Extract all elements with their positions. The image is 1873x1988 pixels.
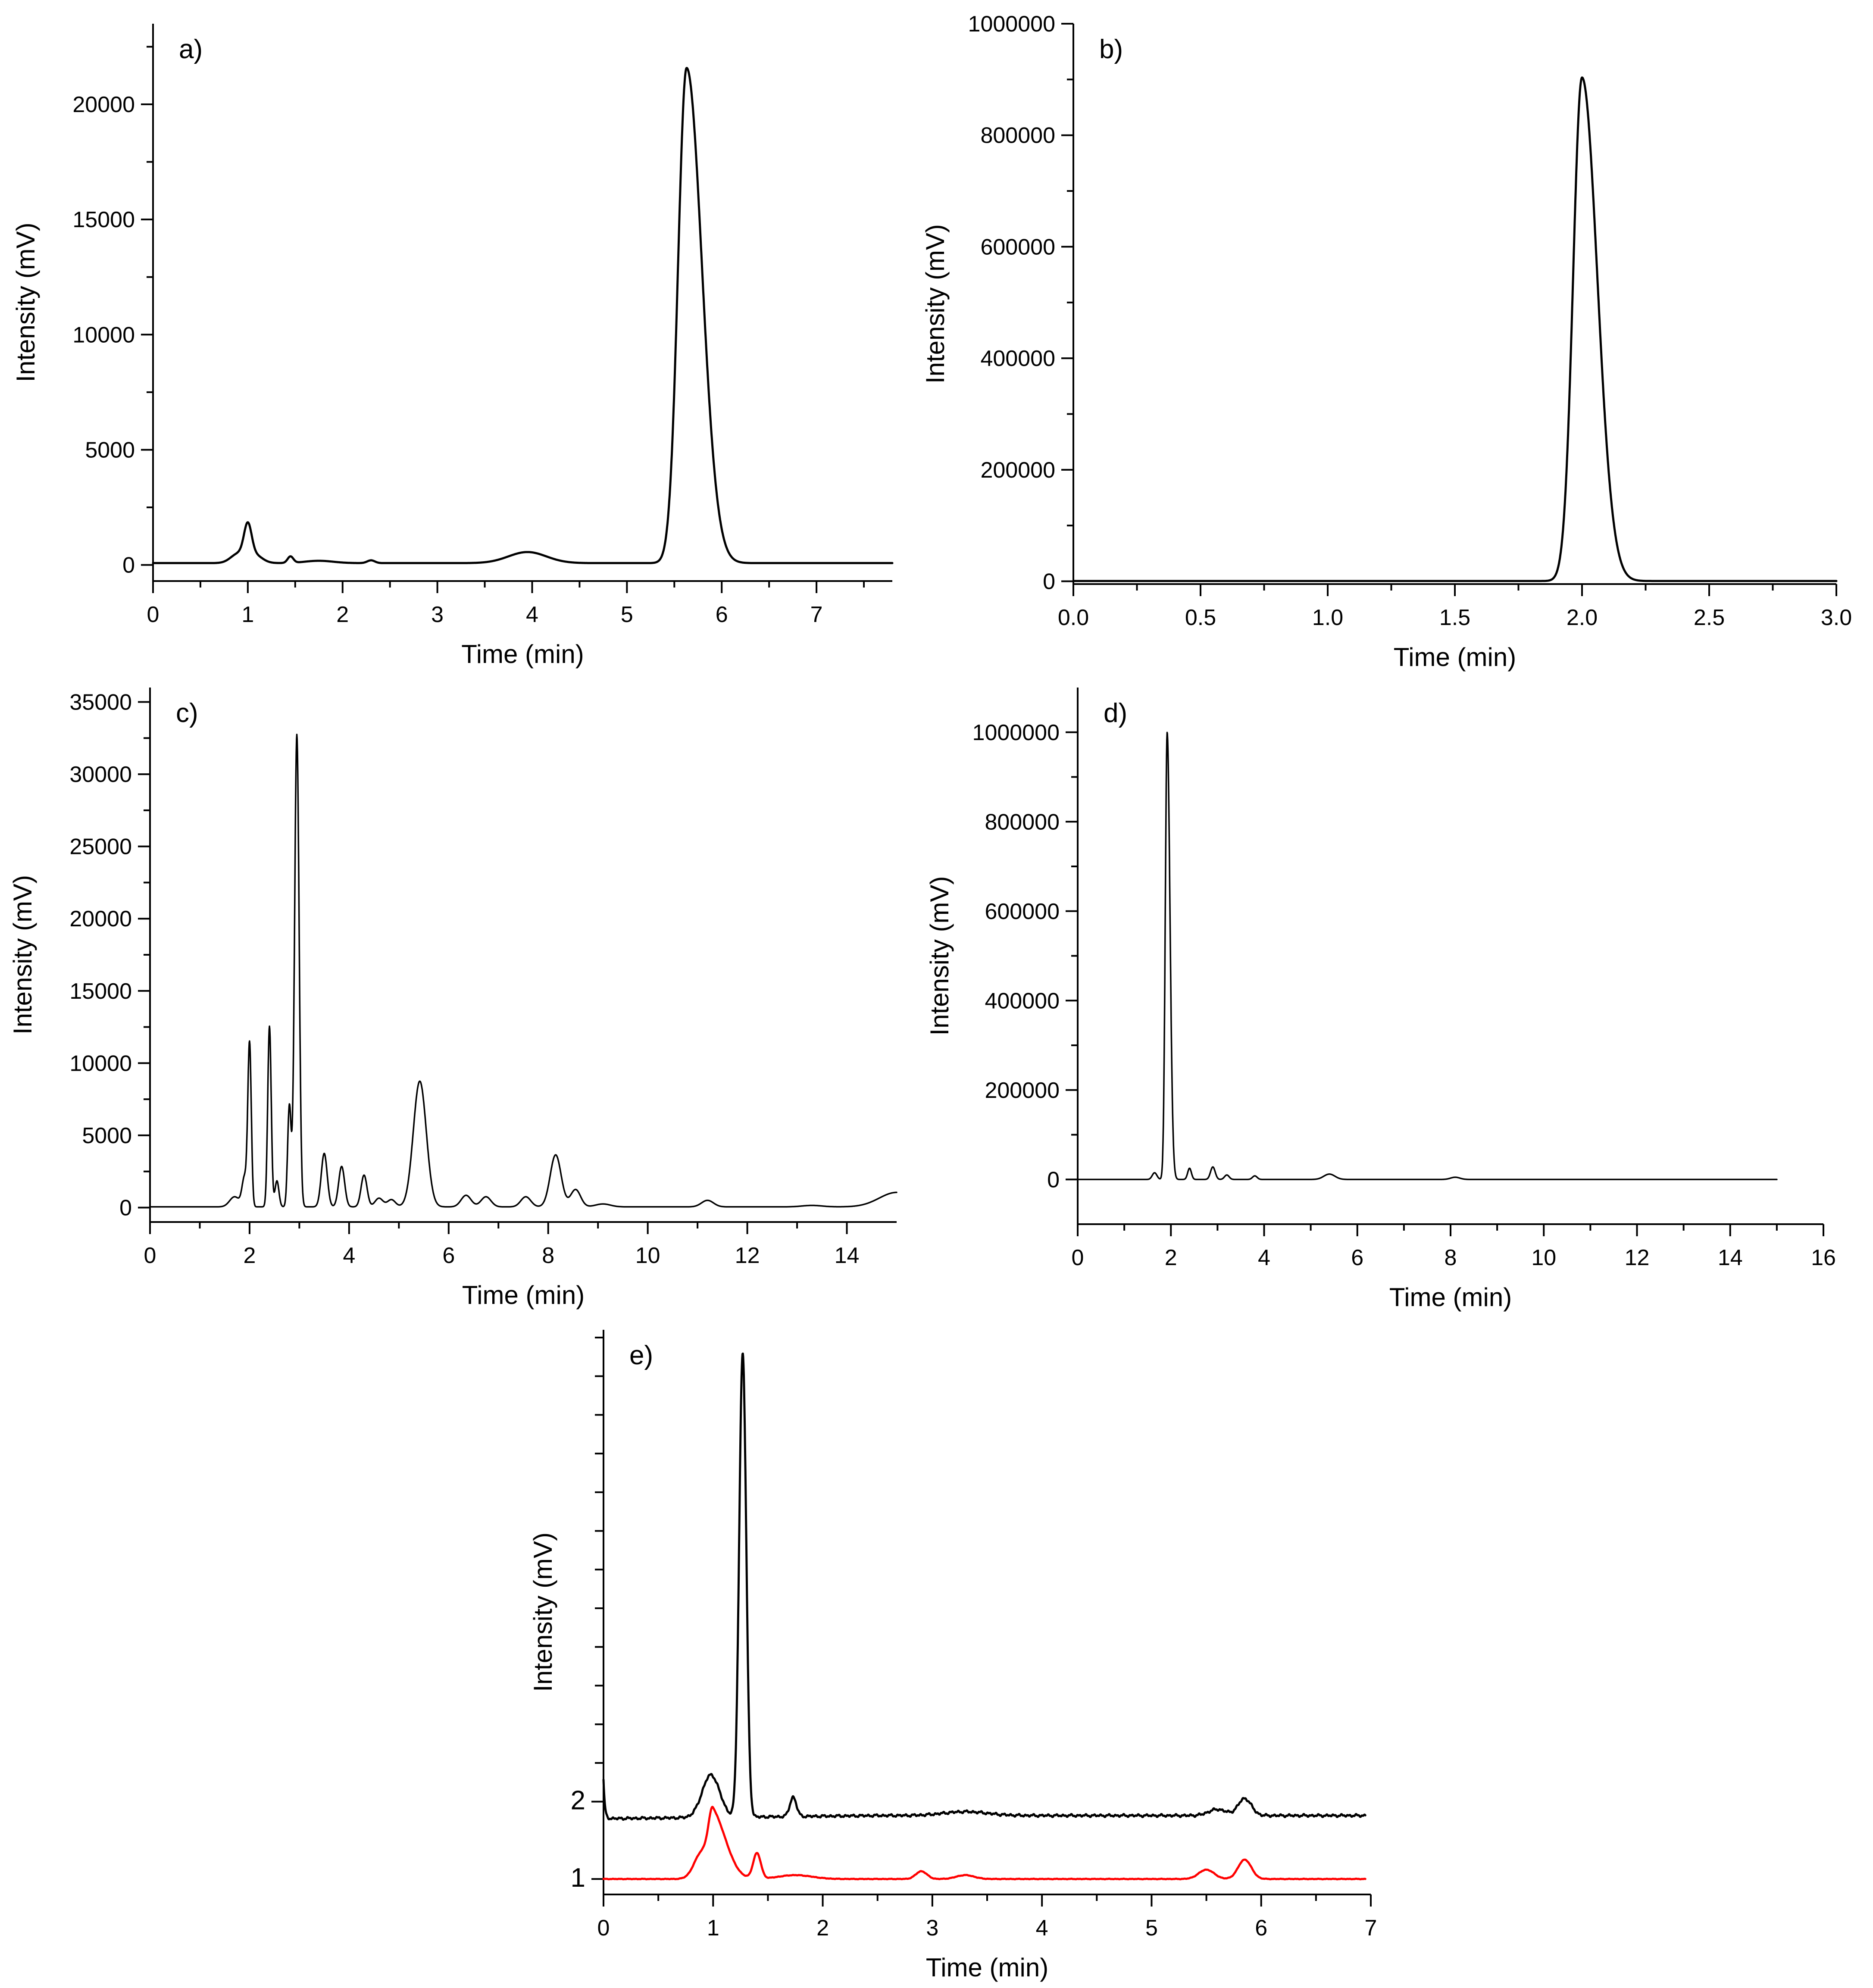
y-tick-label: 400000 <box>985 988 1060 1013</box>
x-tick-label: 10 <box>635 1243 660 1268</box>
y-tick-label: 0 <box>122 553 135 578</box>
x-tick-label: 12 <box>735 1243 760 1268</box>
panel-label: a) <box>179 34 203 64</box>
y-tick-label: 30000 <box>69 762 132 787</box>
x-tick-label: 6 <box>1351 1245 1363 1270</box>
y-tick-label: 1000000 <box>972 720 1060 745</box>
y-tick-label: 15000 <box>72 207 135 232</box>
x-tick-label: 7 <box>1365 1916 1377 1941</box>
y-tick-label: 800000 <box>985 810 1060 835</box>
panel-label: b) <box>1099 34 1123 64</box>
panel-label: d) <box>1104 698 1127 728</box>
x-tick-label: 16 <box>1811 1245 1836 1270</box>
y-tick-label: 20000 <box>69 906 132 931</box>
chromatogram-trace-1 <box>1077 731 1778 1181</box>
x-tick-label: 5 <box>1145 1916 1158 1941</box>
y-tick-label: 10000 <box>69 1051 132 1076</box>
x-tick-label: 2 <box>1165 1245 1177 1270</box>
x-tick-label: 7 <box>810 602 823 627</box>
x-axis-title: Time (min) <box>462 1281 585 1310</box>
y-tick-label: 5000 <box>85 438 135 463</box>
chart-panel-1: 0 1 2 3 4 5 6 7 0 5000 10000 15000 20000 Time (min) In… <box>11 24 894 669</box>
y-tick-label: 1 <box>571 1863 585 1893</box>
x-tick-label: 3 <box>926 1916 938 1941</box>
panel-label: e) <box>629 1341 653 1370</box>
x-axis-title: Time (min) <box>1389 1283 1512 1312</box>
x-tick-label: 10 <box>1531 1245 1556 1270</box>
x-tick-label: 4 <box>1036 1916 1048 1941</box>
chromatogram-trace-1 <box>152 67 894 564</box>
x-tick-label: 0 <box>144 1243 156 1268</box>
x-tick-label: 2.5 <box>1694 605 1725 630</box>
y-axis-title: Intensity (mV) <box>528 1532 557 1692</box>
y-tick-label: 400000 <box>980 346 1055 371</box>
x-tick-label: 0.5 <box>1185 605 1216 630</box>
x-tick-label: 2 <box>816 1916 829 1941</box>
chromatogram-trace-2 <box>602 1806 1366 1881</box>
chromatogram-trace-1 <box>149 734 897 1208</box>
y-tick-label: 800000 <box>980 123 1055 148</box>
chart-panel-2: 0.0 0.5 1.0 1.5 2.0 2.5 3.0 0 200000 400000 600000… <box>921 12 1852 672</box>
x-tick-label: 8 <box>542 1243 554 1268</box>
y-axis-title: Intensity (mV) <box>11 222 40 382</box>
y-tick-label: 25000 <box>69 835 132 860</box>
x-tick-label: 14 <box>835 1243 860 1268</box>
y-tick-label: 600000 <box>980 234 1055 259</box>
x-tick-label: 4 <box>1258 1245 1270 1270</box>
chromatogram-trace-1 <box>602 1352 1366 1821</box>
x-axis-title: Time (min) <box>1394 643 1516 672</box>
x-tick-label: 1 <box>707 1916 719 1941</box>
x-tick-label: 14 <box>1718 1245 1743 1270</box>
panel-label: c) <box>176 698 198 728</box>
x-tick-label: 0.0 <box>1058 605 1089 630</box>
y-axis-title: Intensity (mV) <box>925 876 954 1035</box>
x-axis-title: Time (min) <box>461 640 584 669</box>
y-tick-label: 15000 <box>69 979 132 1004</box>
x-tick-label: 8 <box>1445 1245 1457 1270</box>
chromatogram-trace-1 <box>1072 76 1838 582</box>
y-tick-label: 0 <box>1047 1167 1060 1192</box>
y-tick-label: 35000 <box>69 690 132 715</box>
x-tick-label: 0 <box>597 1916 610 1941</box>
x-tick-label: 0 <box>1072 1245 1084 1270</box>
x-tick-label: 4 <box>343 1243 355 1268</box>
x-tick-label: 5 <box>621 602 633 627</box>
y-tick-label: 0 <box>1043 569 1055 594</box>
x-tick-label: 3.0 <box>1821 605 1852 630</box>
x-tick-label: 3 <box>431 602 444 627</box>
y-tick-label: 200000 <box>985 1078 1060 1103</box>
x-tick-label: 1.0 <box>1312 605 1343 630</box>
x-tick-label: 4 <box>526 602 538 627</box>
x-tick-label: 6 <box>1255 1916 1267 1941</box>
y-tick-label: 10000 <box>72 322 135 347</box>
x-axis-title: Time (min) <box>926 1953 1048 1982</box>
y-tick-label: 2 <box>571 1786 585 1816</box>
y-axis-title: Intensity (mV) <box>8 875 37 1035</box>
x-tick-label: 2 <box>336 602 349 627</box>
y-tick-label: 200000 <box>980 458 1055 483</box>
x-tick-label: 12 <box>1625 1245 1650 1270</box>
y-tick-label: 0 <box>119 1195 132 1220</box>
y-axis-title: Intensity (mV) <box>921 224 950 384</box>
chart-panel-3: 0 2 4 6 8 10 12 14 0 5000 10000 15000 20000 25000 3000… <box>8 688 897 1310</box>
y-tick-label: 20000 <box>72 92 135 117</box>
y-tick-label: 1000000 <box>968 12 1055 37</box>
x-tick-label: 6 <box>716 602 728 627</box>
x-tick-label: 0 <box>147 602 159 627</box>
y-tick-label: 5000 <box>82 1123 132 1148</box>
x-tick-label: 2 <box>243 1243 256 1268</box>
x-tick-label: 1 <box>241 602 254 627</box>
y-tick-label: 600000 <box>985 899 1060 924</box>
x-tick-label: 1.5 <box>1439 605 1470 630</box>
x-tick-label: 6 <box>442 1243 455 1268</box>
chart-panel-4: 0 2 4 6 8 10 12 14 16 0 200000 400000 600000 800000 10… <box>925 688 1836 1312</box>
x-tick-label: 2.0 <box>1567 605 1598 630</box>
